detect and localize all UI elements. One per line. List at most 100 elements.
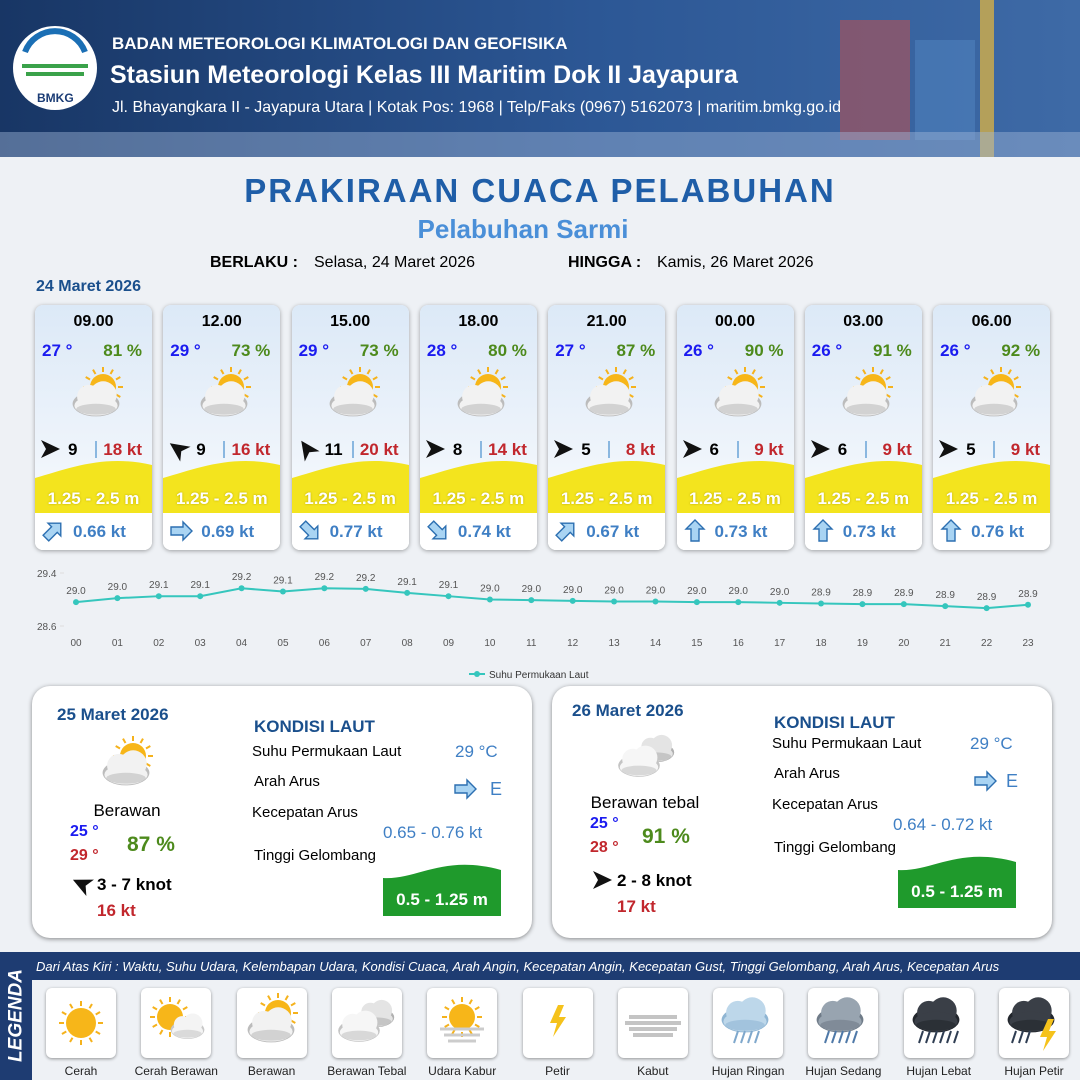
- condition: Berawan tebal: [590, 793, 700, 812]
- wave-height: 1.25 - 2.5 m: [304, 489, 396, 508]
- icon-shape: [42, 522, 62, 542]
- time: 09.00: [73, 313, 114, 330]
- wind-speed: 5: [966, 440, 976, 459]
- separator: [95, 441, 97, 458]
- icon-shape: [300, 440, 320, 462]
- wave-band: [804, 460, 922, 520]
- icon-shape: [474, 1006, 481, 1011]
- icon-shape: [419, 460, 537, 520]
- legend-item: Hujan Lebat: [906, 1064, 972, 1078]
- value-label: 29.1: [149, 580, 169, 591]
- icon-shape: [820, 1019, 861, 1031]
- icon-shape: [237, 369, 243, 375]
- legend-icon: [1007, 997, 1056, 1051]
- wind-arrow: [170, 443, 191, 462]
- icon-shape: [451, 999, 456, 1005]
- current-dir-label: Arah Arus: [774, 765, 840, 782]
- icon-shape: [115, 745, 121, 750]
- icon-shape: [35, 460, 152, 520]
- legend-icon-box: [141, 988, 212, 1058]
- icon-shape: [145, 762, 151, 767]
- weather-icon: [200, 367, 252, 417]
- icon-shape: [69, 1037, 74, 1043]
- icon-shape: [383, 864, 501, 916]
- valid-to-label: HINGGA :: [568, 254, 642, 271]
- current-arrow: [812, 519, 834, 542]
- weather-icon: [72, 367, 123, 417]
- icon-shape: [182, 1006, 189, 1011]
- icon-shape: [940, 519, 962, 542]
- icon-shape: [88, 1037, 93, 1043]
- icon-shape: [931, 1030, 938, 1044]
- icon-shape: [548, 460, 666, 520]
- sst-point: [611, 598, 618, 605]
- icon-shape: [61, 1011, 67, 1016]
- legend-icon: [721, 997, 769, 1044]
- weather-icon: [842, 367, 893, 417]
- icon-shape: [204, 403, 245, 415]
- icon-shape: [816, 997, 864, 1033]
- icon-shape: [468, 999, 474, 1005]
- icon-shape: [554, 440, 574, 458]
- icon-shape: [440, 1027, 485, 1043]
- icon-shape: [454, 778, 477, 800]
- gust: 9 kt: [754, 440, 784, 459]
- wave-height: 1.25 - 2.5 m: [560, 489, 653, 508]
- x-tick-label: 16: [733, 638, 745, 649]
- air-temperature: 26 °: [683, 341, 714, 360]
- time: 12.00: [201, 313, 242, 330]
- sst-point: [942, 603, 949, 610]
- icon-shape: [555, 522, 575, 542]
- icon-shape: [163, 460, 281, 520]
- gust: 9 kt: [882, 440, 912, 459]
- legend-icon-box: [713, 988, 784, 1058]
- legend-icon: [59, 1001, 103, 1045]
- legend-icon: [440, 997, 485, 1043]
- icon-shape: [200, 381, 248, 417]
- x-tick-label: 02: [153, 638, 165, 649]
- humidity: 73 %: [359, 341, 399, 360]
- air-temperature: 27 °: [42, 341, 73, 360]
- legend-strip: [0, 952, 32, 1080]
- x-tick-label: 06: [319, 638, 331, 649]
- gust: 18 kt: [103, 440, 142, 459]
- legend-icon-box: [427, 988, 498, 1058]
- icon-shape: [683, 519, 706, 542]
- icon-shape: [290, 1019, 296, 1024]
- legend-icon-box: [331, 988, 402, 1058]
- sst-point: [238, 585, 245, 592]
- separator: [608, 441, 611, 458]
- icon-shape: [885, 393, 891, 398]
- wave-band: [933, 460, 1051, 520]
- wind-arrow: [682, 440, 702, 458]
- value-label: 29.0: [522, 584, 542, 595]
- icon-shape: [885, 376, 891, 381]
- icon-shape: [593, 871, 612, 889]
- icon-shape: [915, 40, 975, 140]
- sst-point: [776, 599, 783, 606]
- icon-shape: [974, 770, 997, 792]
- y-tick-label: 29.4: [37, 569, 57, 580]
- wind: 3 - 7 knot: [97, 875, 172, 894]
- condition-icon: [102, 736, 153, 786]
- wave-label: Tinggi Gelombang: [774, 839, 897, 856]
- icon-shape: [990, 369, 995, 375]
- icon-shape: [41, 440, 60, 458]
- icon-shape: [213, 376, 219, 381]
- icon-shape: [176, 999, 182, 1005]
- date: 25 Maret 2026: [57, 705, 169, 724]
- icon-shape: [938, 1030, 945, 1044]
- icon-shape: [733, 1030, 740, 1044]
- daily-box: 25 Maret 2026 Berawan 25 ° 29 ° 87 % 3 - 7 kn…: [32, 686, 532, 938]
- wind-arrow: [939, 440, 959, 458]
- legend-icon-box: [236, 988, 307, 1058]
- legend-icon-box: [617, 988, 688, 1058]
- legend-item: Cerah Berawan: [134, 1064, 218, 1078]
- legend-band: [0, 952, 1080, 980]
- sst-point: [114, 595, 121, 602]
- legend-icon-box: [999, 988, 1069, 1058]
- icon-shape: [683, 519, 706, 542]
- icon-shape: [624, 1015, 681, 1037]
- wind-speed: 6: [837, 440, 848, 459]
